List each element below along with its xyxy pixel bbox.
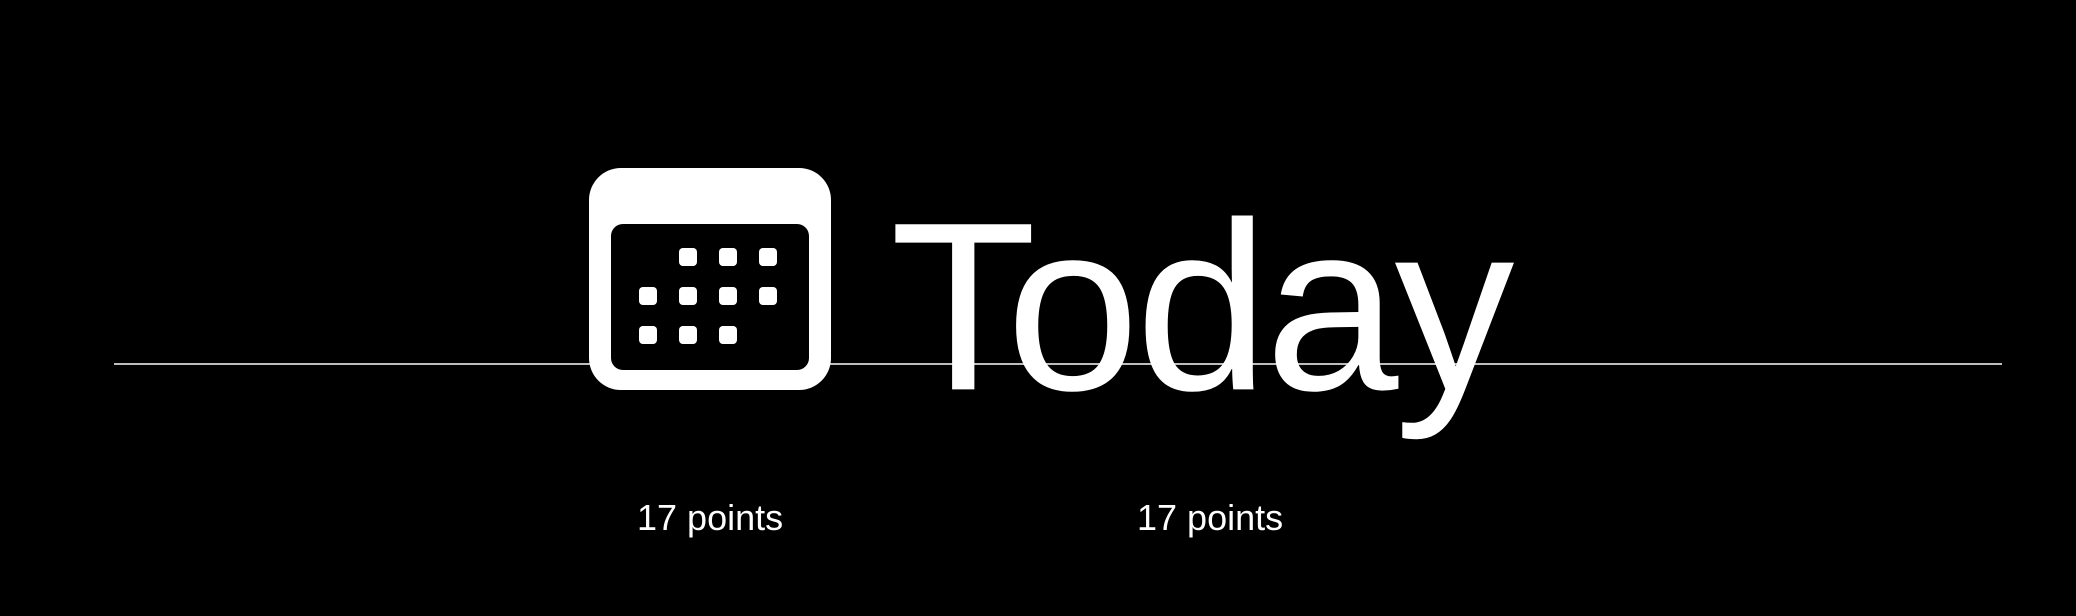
- calendar-icon: [589, 168, 831, 390]
- today-word: Today: [890, 172, 1514, 441]
- symbol-size-caption: 17 points: [637, 497, 784, 538]
- text-size-caption: 17 points: [1137, 497, 1284, 538]
- calendar-dots: [639, 248, 777, 344]
- baseline-rule: [114, 363, 2002, 365]
